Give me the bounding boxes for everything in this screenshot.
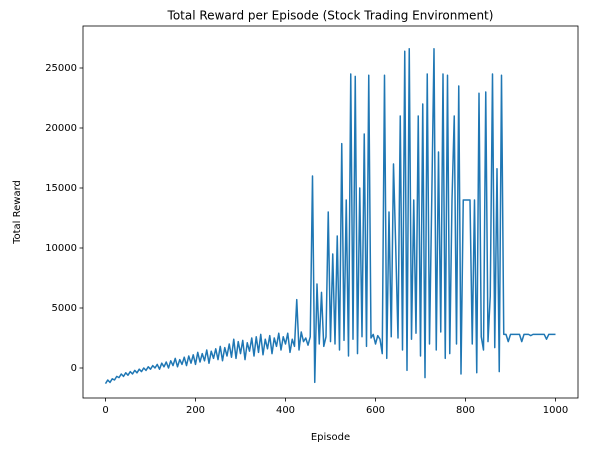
plot-frame [82,25,579,399]
y-tick-label: 0 [71,363,77,374]
y-axis-label: Total Reward [12,180,23,245]
x-axis-label: Episode [311,432,350,443]
y-tick-label: 25000 [45,63,77,74]
x-tick-label: 0 [102,405,108,416]
y-tick-label: 10000 [45,243,77,254]
y-tick-label: 15000 [45,183,77,194]
y-tick-label: 5000 [52,303,77,314]
x-tick-label: 800 [456,405,475,416]
x-tick-label: 600 [366,405,385,416]
x-tick-label: 200 [186,405,205,416]
x-tick-label: 400 [276,405,295,416]
data-line [104,48,556,384]
y-tick-label: 20000 [45,123,77,134]
x-tick-label: 1000 [543,405,568,416]
chart-title: Total Reward per Episode (Stock Trading … [167,9,494,23]
